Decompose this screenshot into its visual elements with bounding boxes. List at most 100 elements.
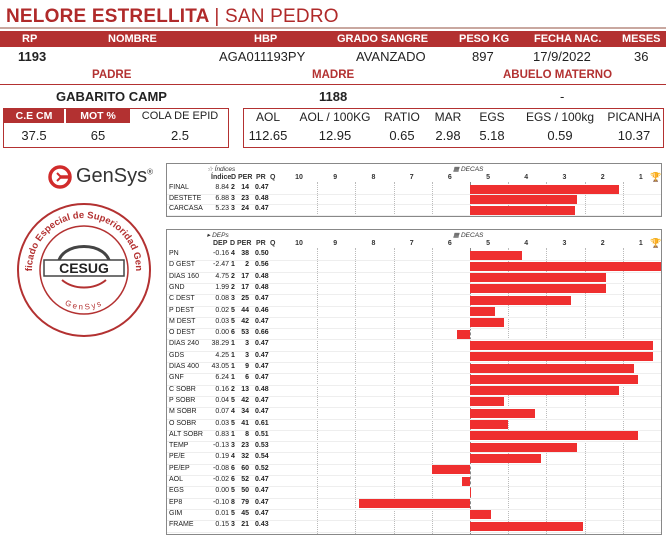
- page-title: NELORE ESTRELLITA | SAN PEDRO: [6, 6, 339, 28]
- deps-row-per: 17: [241, 272, 249, 280]
- deps-row-bar: [470, 397, 505, 407]
- deps-title: ▸ DEPs: [207, 232, 229, 239]
- indices-gridline: [431, 182, 433, 216]
- deps-row-value: 0.15: [215, 521, 229, 529]
- header-mar: MAR: [434, 110, 462, 124]
- deps-row-value: 4.75: [215, 272, 229, 280]
- deps-row-label: C DEST: [169, 295, 195, 303]
- deps-row-d: 8: [231, 498, 235, 506]
- value-mot: 65: [90, 128, 106, 143]
- parents-values-row: GABARITO CAMP 1188 -: [0, 89, 666, 105]
- indices-col-q: Q: [270, 174, 276, 181]
- indices-row-label: FINAL: [169, 184, 189, 191]
- deps-row-label: DIAS 400: [169, 363, 199, 370]
- deps-row-label: AOL: [169, 476, 184, 483]
- deps-gridline: [355, 248, 357, 534]
- indices-row-bar: [470, 205, 576, 215]
- header-egs: EGS: [479, 110, 505, 124]
- deps-row-bar: [470, 386, 619, 396]
- deps-row-value: -0.16: [213, 250, 229, 257]
- deps-row-value: 0.00: [215, 487, 229, 495]
- deps-row-label: O SOBR: [169, 419, 197, 427]
- deps-row-per: 34: [241, 408, 249, 416]
- deps-row-label: GND: [169, 283, 185, 291]
- value-abuelo: -: [560, 89, 565, 104]
- seal-bottom-text: GenSys: [64, 298, 105, 311]
- indices-row-separator: [167, 214, 661, 216]
- deps-row-bar: [470, 340, 654, 350]
- deps-row-separator: [167, 260, 661, 262]
- gensys-reg-mark: ®: [147, 167, 154, 177]
- indices-col-per: PER: [238, 174, 253, 181]
- deps-row-label: PN: [169, 250, 179, 257]
- deps-row-label: DIAS 160: [169, 272, 199, 280]
- header-rp: RP: [22, 33, 38, 45]
- value-aol: 112.65: [248, 128, 288, 143]
- value-picanha: 10.37: [617, 128, 651, 143]
- deps-row-separator: [167, 328, 661, 330]
- deps-row-label: FRAME: [169, 521, 194, 529]
- deps-row-pr: 0.46: [255, 306, 269, 314]
- deps-row-label: GDS: [169, 351, 185, 359]
- header-aol-100kg: AOL / 100KG: [299, 110, 371, 124]
- deps-row-d: 1: [231, 430, 235, 438]
- deps-row-bar: [470, 250, 522, 260]
- deps-gridline: [622, 248, 624, 534]
- deps-row-separator: [167, 407, 661, 409]
- deps-col-dep: DEP: [213, 240, 228, 247]
- deps-row-separator: [167, 531, 661, 533]
- value-fecha-nac: 17/9/2022: [533, 49, 591, 64]
- deps-row-label: EP8: [169, 498, 183, 506]
- value-grado-sangre: AVANZADO: [356, 49, 426, 64]
- deps-axis-label: 9: [333, 240, 338, 247]
- indices-title: ☆ Índices: [207, 166, 236, 173]
- deps-row-pr: 0.47: [255, 408, 269, 416]
- deps-row-d: 4: [231, 250, 235, 257]
- deps-row-pr: 0.47: [255, 498, 269, 506]
- deps-row-separator: [167, 497, 661, 499]
- deps-row-pr: 0.47: [255, 317, 269, 325]
- deps-row-d: 1: [231, 340, 235, 348]
- deps-row-pr: 0.47: [255, 340, 269, 348]
- deps-row-value: 43.05: [211, 363, 229, 370]
- deps-row-label: ALT SOBR: [169, 430, 203, 438]
- deps-row-bar: [456, 329, 470, 339]
- deps-row-label: PE/E: [169, 453, 185, 461]
- deps-row-separator: [167, 452, 661, 454]
- header-cola-epid: COLA DE EPID: [141, 110, 219, 122]
- deps-row-bar: [470, 408, 535, 418]
- deps-row-pr: 0.47: [255, 509, 269, 517]
- gensys-wordmark: GenSys: [76, 165, 148, 187]
- deps-row-value: 4.25: [215, 351, 229, 359]
- deps-row-bar: [431, 465, 470, 475]
- deps-table: ▸ DEPs ▦ DECAS DEP D PER PR Q 10 9 8 7 6 5 4 3 2…: [166, 229, 662, 535]
- deps-row-separator: [167, 441, 661, 443]
- header-hbp: HBP: [254, 33, 278, 45]
- indices-gridline: [393, 182, 395, 216]
- deps-row-pr: 0.48: [255, 385, 269, 393]
- deps-axis-label: 6: [447, 240, 452, 247]
- indices-row-d: 3: [231, 194, 235, 202]
- indices-row-separator: [167, 193, 661, 195]
- deps-col-pr: PR: [256, 240, 266, 247]
- top-header-row: RP NOMBRE HBP GRADO SANGRE PESO KG FECHA…: [0, 31, 666, 47]
- value-rp: 1193: [18, 49, 47, 64]
- chart-icon: ▦: [453, 166, 460, 173]
- deps-row-value: 1.99: [215, 283, 229, 291]
- deps-row-per: 3: [245, 351, 249, 359]
- madre-label: MADRE: [312, 69, 355, 81]
- deps-row-label: D GEST: [169, 261, 196, 269]
- value-cola-epid: 2.5: [170, 128, 190, 143]
- deps-row-d: 3: [231, 442, 235, 450]
- deps-row-bar: [470, 374, 639, 384]
- deps-row-d: 2: [231, 272, 235, 280]
- indices-col-d: D: [231, 174, 237, 181]
- header-egs-100kg: EGS / 100kg: [525, 110, 595, 124]
- deps-row-label: P DEST: [169, 306, 195, 314]
- deps-row-per: 52: [241, 476, 249, 483]
- deps-row-d: 2: [231, 283, 235, 291]
- deps-gridline: [317, 248, 319, 534]
- deps-row-d: 5: [231, 419, 235, 427]
- indices-axis-label: 6: [447, 174, 452, 181]
- deps-row-d: 6: [231, 476, 235, 483]
